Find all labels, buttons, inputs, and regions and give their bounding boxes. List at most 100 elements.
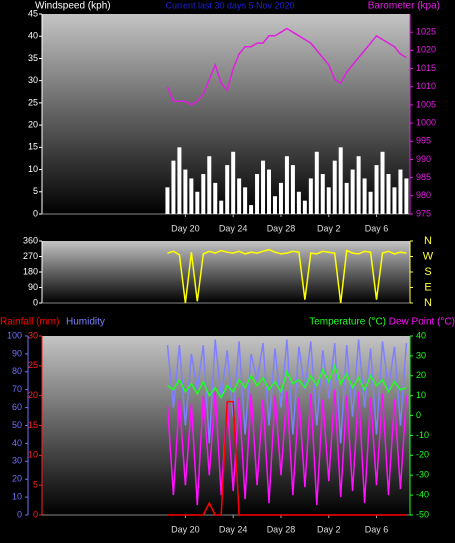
bar bbox=[165, 187, 170, 214]
bar bbox=[404, 178, 409, 214]
y-tick-label: 40 bbox=[12, 438, 22, 448]
x-tick-label: Day 6 bbox=[365, 223, 389, 233]
y-tick-label: 1025 bbox=[416, 27, 436, 37]
bar bbox=[368, 191, 373, 214]
bar bbox=[308, 178, 313, 214]
legend-label: Temperature (°C) bbox=[309, 317, 386, 328]
x-tick-label: Day 28 bbox=[267, 524, 296, 534]
bar bbox=[290, 165, 295, 214]
legend-label: Rainfall (mm) bbox=[0, 317, 59, 328]
bar bbox=[278, 182, 283, 214]
y-tick-label: 40 bbox=[416, 330, 426, 340]
y-tick-label: 35 bbox=[28, 53, 38, 63]
y-tick-label: 1015 bbox=[416, 63, 436, 73]
y-tick-label: 50 bbox=[12, 420, 22, 430]
y-tick-label: 20 bbox=[12, 474, 22, 484]
bar bbox=[225, 165, 230, 214]
y-tick-label: 20 bbox=[28, 119, 38, 129]
y-tick-label: 30 bbox=[28, 330, 38, 340]
y-tick-label: 20 bbox=[416, 370, 426, 380]
y-tick-label: -20 bbox=[416, 450, 429, 460]
y-tick-label: 45 bbox=[28, 8, 38, 18]
y-tick-label: 975 bbox=[416, 208, 431, 218]
y-tick-label: 270 bbox=[23, 251, 38, 261]
y-tick-label: 30 bbox=[416, 350, 426, 360]
legend-label: Barometer (kpa) bbox=[368, 1, 440, 12]
bar bbox=[314, 151, 319, 214]
y-tick-label: 0 bbox=[17, 509, 22, 519]
bar bbox=[380, 151, 385, 214]
bar bbox=[195, 191, 200, 214]
bar bbox=[201, 174, 206, 214]
y-tick-label: 1020 bbox=[416, 45, 436, 55]
bar bbox=[302, 200, 307, 214]
y-tick-label: -10 bbox=[416, 430, 429, 440]
y-tick-label: 0 bbox=[33, 208, 38, 218]
chart-title: Current last 30 days 5 Nov 2020 bbox=[165, 0, 294, 10]
bar bbox=[171, 160, 176, 214]
y-tick-label: 1005 bbox=[416, 99, 436, 109]
legend-label: Windspeed (kph) bbox=[35, 1, 111, 12]
bar bbox=[398, 169, 403, 214]
bar bbox=[213, 182, 218, 214]
bar bbox=[284, 156, 289, 214]
y-tick-label: 10 bbox=[416, 390, 426, 400]
y-tick-label: 10 bbox=[28, 164, 38, 174]
y-tick-label: W bbox=[423, 250, 434, 262]
y-tick-label: -50 bbox=[416, 509, 429, 519]
y-tick-label: 30 bbox=[12, 456, 22, 466]
y-tick-label: 100 bbox=[7, 330, 22, 340]
bar bbox=[332, 160, 337, 214]
bar bbox=[207, 156, 212, 214]
y-tick-label: 10 bbox=[28, 450, 38, 460]
y-tick-label: 25 bbox=[28, 360, 38, 370]
x-tick-label: Day 2 bbox=[317, 524, 341, 534]
series-line bbox=[167, 248, 407, 304]
y-tick-label: S bbox=[424, 266, 431, 278]
x-tick-label: Day 20 bbox=[171, 223, 200, 233]
legend-label: Humidity bbox=[66, 317, 105, 328]
bar bbox=[296, 191, 301, 214]
y-tick-label: 10 bbox=[12, 491, 22, 501]
bar bbox=[243, 187, 248, 214]
y-tick-label: 40 bbox=[28, 31, 38, 41]
bar bbox=[183, 169, 188, 214]
y-tick-label: N bbox=[424, 235, 432, 247]
y-tick-label: 180 bbox=[23, 266, 38, 276]
y-tick-label: 30 bbox=[28, 75, 38, 85]
bar bbox=[374, 165, 379, 214]
bar bbox=[237, 178, 242, 214]
bar bbox=[350, 169, 355, 214]
x-tick-label: Day 24 bbox=[219, 524, 248, 534]
y-tick-label: 985 bbox=[416, 172, 431, 182]
y-tick-label: 90 bbox=[12, 348, 22, 358]
bar bbox=[219, 200, 224, 214]
y-tick-label: 60 bbox=[12, 402, 22, 412]
y-tick-label: 1010 bbox=[416, 81, 436, 91]
y-tick-label: 15 bbox=[28, 142, 38, 152]
bar bbox=[362, 178, 367, 214]
series-line bbox=[167, 363, 407, 400]
y-tick-label: 90 bbox=[28, 282, 38, 292]
bar bbox=[326, 187, 331, 214]
y-tick-label: 360 bbox=[23, 235, 38, 245]
legend-label: Dew Point (°C) bbox=[389, 317, 455, 328]
y-tick-label: 990 bbox=[416, 154, 431, 164]
bar bbox=[344, 182, 349, 214]
y-tick-label: 5 bbox=[33, 186, 38, 196]
bar bbox=[338, 147, 343, 214]
bar bbox=[267, 169, 272, 214]
series-line bbox=[166, 27, 407, 106]
y-tick-label: 80 bbox=[12, 366, 22, 376]
bar bbox=[255, 174, 260, 214]
y-tick-label: 25 bbox=[28, 97, 38, 107]
x-tick-label: Day 24 bbox=[219, 223, 248, 233]
y-tick-label: 15 bbox=[28, 420, 38, 430]
y-tick-label: -30 bbox=[416, 470, 429, 480]
bar bbox=[386, 174, 391, 214]
y-tick-label: 1000 bbox=[416, 117, 436, 127]
bar bbox=[392, 187, 397, 214]
bar bbox=[320, 174, 325, 214]
y-tick-label: E bbox=[424, 281, 431, 293]
